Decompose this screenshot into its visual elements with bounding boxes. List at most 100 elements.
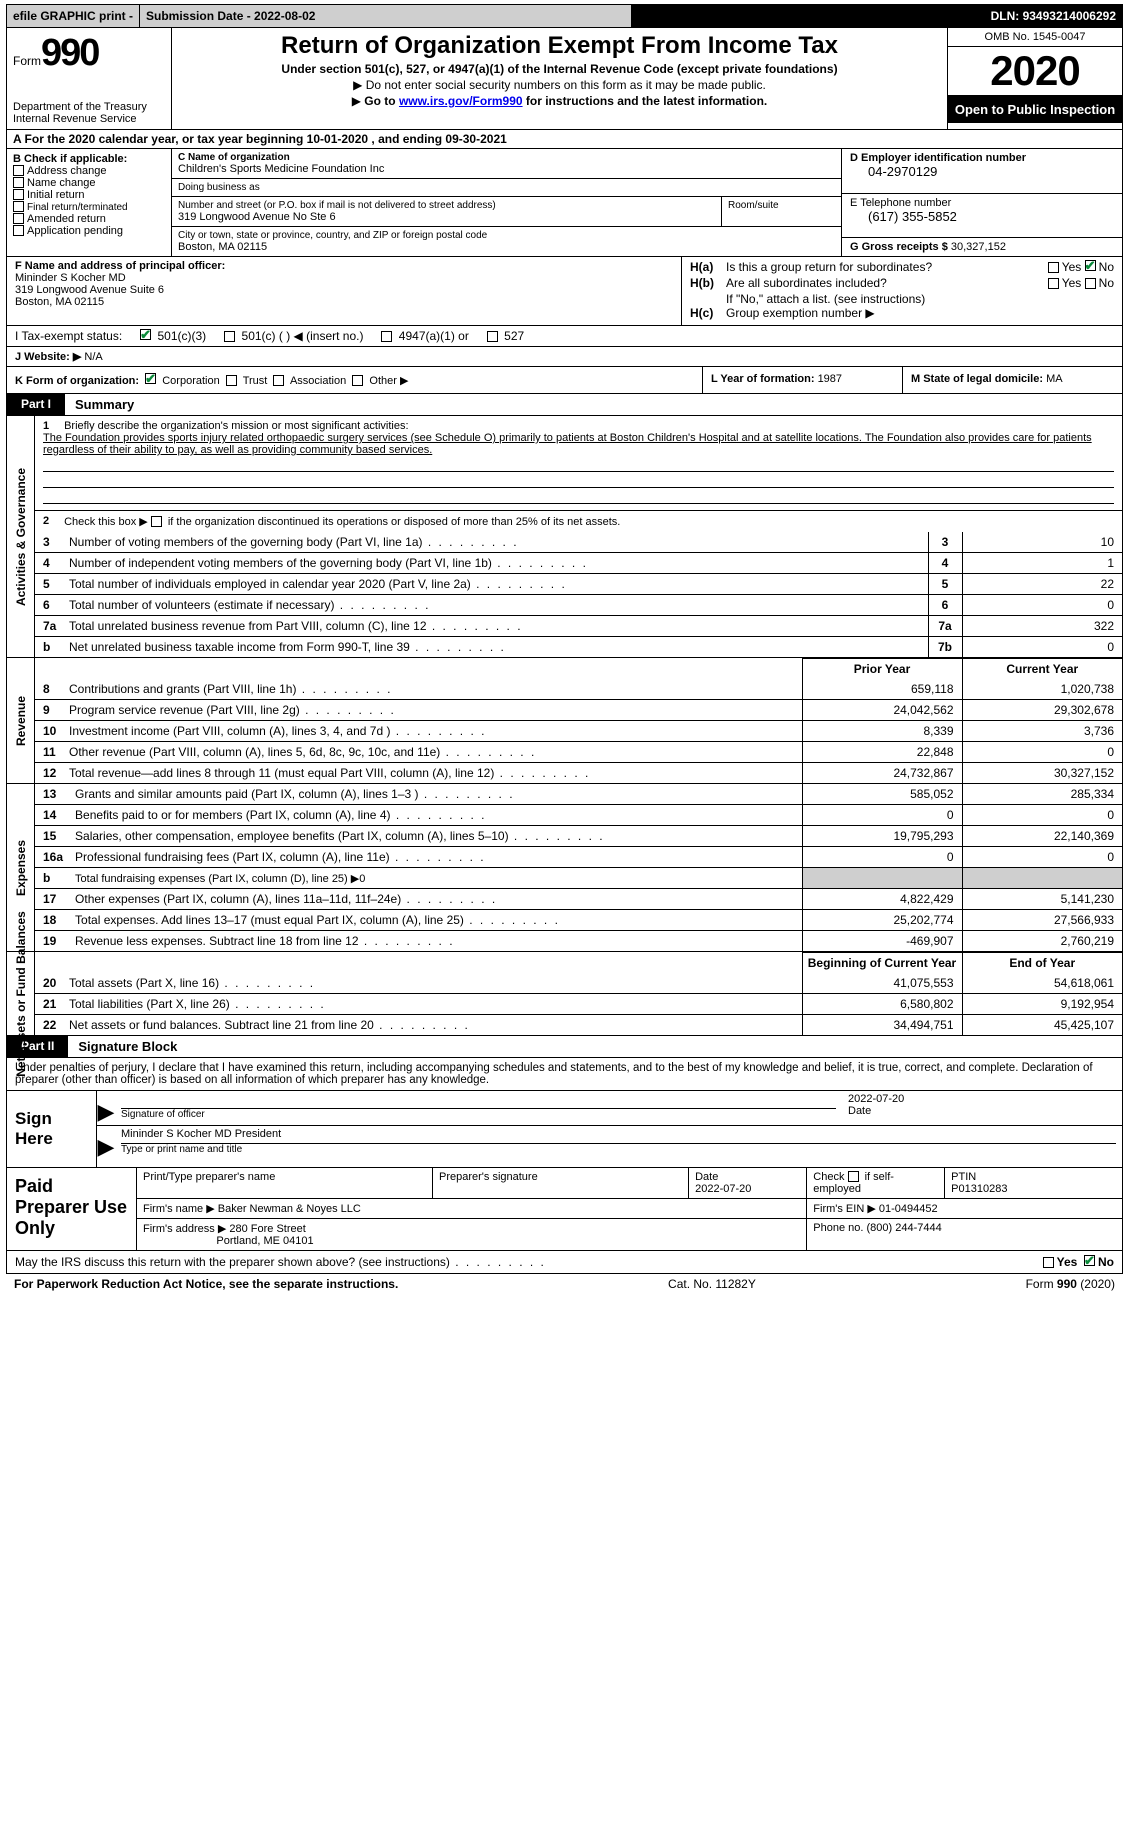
table-row: bTotal fundraising expenses (Part IX, co… (35, 868, 1122, 889)
table-row: 15Salaries, other compensation, employee… (35, 826, 1122, 847)
firm-ein: 01-0494452 (879, 1203, 938, 1215)
section-activities-governance: Activities & Governance 1 Briefly descri… (6, 416, 1123, 658)
col-b-checkboxes: B Check if applicable: Address change Na… (7, 149, 172, 256)
chk-corp[interactable] (145, 373, 156, 384)
open-inspection: Open to Public Inspection (948, 96, 1122, 123)
chk-trust[interactable] (226, 375, 237, 386)
sign-date: 2022-07-20 (848, 1093, 1116, 1105)
chk-501c[interactable] (224, 331, 235, 342)
table-row: 18Total expenses. Add lines 13–17 (must … (35, 910, 1122, 931)
header-row: Form990 Department of the Treasury Inter… (6, 28, 1123, 129)
officer-name: Mininder S Kocher MD (15, 272, 126, 284)
org-name: Children's Sports Medicine Foundation In… (178, 163, 835, 175)
chk-self-employed[interactable] (848, 1171, 859, 1182)
table-row: 8Contributions and grants (Part VIII, li… (35, 679, 1122, 700)
irs-link[interactable]: www.irs.gov/Form990 (399, 94, 523, 108)
ein: 04-2970129 (850, 164, 1114, 179)
form-number: 990 (41, 32, 98, 74)
table-row: 6Total number of volunteers (estimate if… (35, 595, 1122, 616)
hb-yes[interactable] (1048, 278, 1059, 289)
block-f-h: F Name and address of principal officer:… (6, 257, 1123, 326)
tax-year: 2020 (948, 47, 1122, 96)
side-ag: Activities & Governance (7, 416, 35, 657)
telephone: (617) 355-5852 (850, 209, 1114, 224)
ag-table: 3Number of voting members of the governi… (35, 532, 1122, 657)
side-rev: Revenue (7, 658, 35, 783)
section-net-assets: Net Assets or Fund Balances Beginning of… (6, 952, 1123, 1036)
table-row: 4Number of independent voting members of… (35, 553, 1122, 574)
firm-phone: (800) 244-7444 (867, 1222, 942, 1234)
chk-4947[interactable] (381, 331, 392, 342)
chk-amended[interactable]: Amended return (13, 213, 165, 225)
irs-discuss-no[interactable] (1084, 1255, 1095, 1266)
irs-label: Internal Revenue Service (13, 113, 165, 125)
q1-mission: 1 Briefly describe the organization's mi… (35, 416, 1122, 511)
chk-discontinued[interactable] (151, 516, 162, 527)
cat-no: Cat. No. 11282Y (668, 1277, 756, 1291)
table-row: bNet unrelated business taxable income f… (35, 637, 1122, 658)
ssn-warning: Do not enter social security numbers on … (178, 78, 941, 92)
irs-discuss-row: May the IRS discuss this return with the… (6, 1251, 1123, 1274)
ha-yes[interactable] (1048, 262, 1059, 273)
table-row: 7aTotal unrelated business revenue from … (35, 616, 1122, 637)
col-f-officer: F Name and address of principal officer:… (7, 257, 682, 325)
ha-no[interactable] (1085, 260, 1096, 271)
chk-final[interactable]: Final return/terminated (13, 201, 165, 213)
table-row: 9Program service revenue (Part VIII, lin… (35, 700, 1122, 721)
table-row: 19Revenue less expenses. Subtract line 1… (35, 931, 1122, 952)
form-990-page: efile GRAPHIC print - Submission Date - … (0, 0, 1129, 1294)
form-title: Return of Organization Exempt From Incom… (178, 32, 941, 60)
signature-declaration: Under penalties of perjury, I declare th… (6, 1058, 1123, 1091)
sign-arrow-icon: ▶ (97, 1091, 115, 1125)
row-k-l-m: K Form of organization: Corporation Trus… (7, 367, 1122, 393)
table-row: 12Total revenue—add lines 8 through 11 (… (35, 763, 1122, 784)
paid-preparer-block: Paid Preparer Use Only Print/Type prepar… (6, 1168, 1123, 1251)
chk-name[interactable]: Name change (13, 177, 165, 189)
col-c-d: C Name of organization Children's Sports… (172, 149, 1122, 256)
exp-table: 13Grants and similar amounts paid (Part … (35, 784, 1122, 951)
table-row: 16aProfessional fundraising fees (Part I… (35, 847, 1122, 868)
gross-receipts: 30,327,152 (951, 241, 1006, 253)
city-state-zip: Boston, MA 02115 (178, 241, 835, 253)
chk-address[interactable]: Address change (13, 165, 165, 177)
goto-line: Go to www.irs.gov/Form990 for instructio… (178, 94, 941, 108)
side-na: Net Assets or Fund Balances (7, 952, 35, 1035)
rev-table: Prior YearCurrent Year 8Contributions an… (35, 658, 1122, 783)
dept-treasury: Department of the Treasury (13, 101, 165, 113)
part-2-header: Part II Signature Block (6, 1036, 1123, 1058)
part-1-header: Part I Summary (6, 394, 1123, 416)
row-i-tax-status: I Tax-exempt status: 501(c)(3) 501(c) ( … (6, 326, 1123, 347)
block-b-to-g: B Check if applicable: Address change Na… (6, 149, 1123, 257)
col-d-e-g: D Employer identification number 04-2970… (842, 149, 1122, 256)
form-subtitle: Under section 501(c), 527, or 4947(a)(1)… (178, 62, 941, 76)
form-id-block: Form990 Department of the Treasury Inter… (7, 28, 172, 129)
title-block: Return of Organization Exempt From Incom… (172, 28, 947, 129)
chk-527[interactable] (487, 331, 498, 342)
submission-date: Submission Date - 2022-08-02 (140, 5, 632, 27)
ptin: P01310283 (951, 1183, 1007, 1195)
table-row: 13Grants and similar amounts paid (Part … (35, 784, 1122, 805)
chk-pending[interactable]: Application pending (13, 225, 165, 237)
form-word: Form (13, 54, 41, 68)
chk-501c3[interactable] (140, 329, 151, 340)
table-row: 21Total liabilities (Part X, line 26)6,5… (35, 994, 1122, 1015)
irs-discuss-yes[interactable] (1043, 1257, 1054, 1268)
row-a-tax-year: A For the 2020 calendar year, or tax yea… (6, 129, 1123, 149)
chk-initial[interactable]: Initial return (13, 189, 165, 201)
firm-name: Baker Newman & Noyes LLC (218, 1203, 361, 1215)
efile-label: efile GRAPHIC print - (7, 5, 140, 27)
table-row: 5Total number of individuals employed in… (35, 574, 1122, 595)
dln: DLN: 93493214006292 (632, 5, 1123, 27)
chk-other[interactable] (352, 375, 363, 386)
na-table: Beginning of Current YearEnd of Year 20T… (35, 952, 1122, 1035)
table-row: 14Benefits paid to or for members (Part … (35, 805, 1122, 826)
table-row: 10Investment income (Part VIII, column (… (35, 721, 1122, 742)
state-domicile: MA (1046, 373, 1063, 385)
table-row: 3Number of voting members of the governi… (35, 532, 1122, 553)
right-block: OMB No. 1545-0047 2020 Open to Public In… (947, 28, 1122, 129)
chk-assoc[interactable] (273, 375, 284, 386)
section-revenue: Revenue Prior YearCurrent Year 8Contribu… (6, 658, 1123, 784)
hb-no[interactable] (1085, 278, 1096, 289)
table-row: 20Total assets (Part X, line 16)41,075,5… (35, 973, 1122, 994)
year-formation: 1987 (818, 373, 842, 385)
